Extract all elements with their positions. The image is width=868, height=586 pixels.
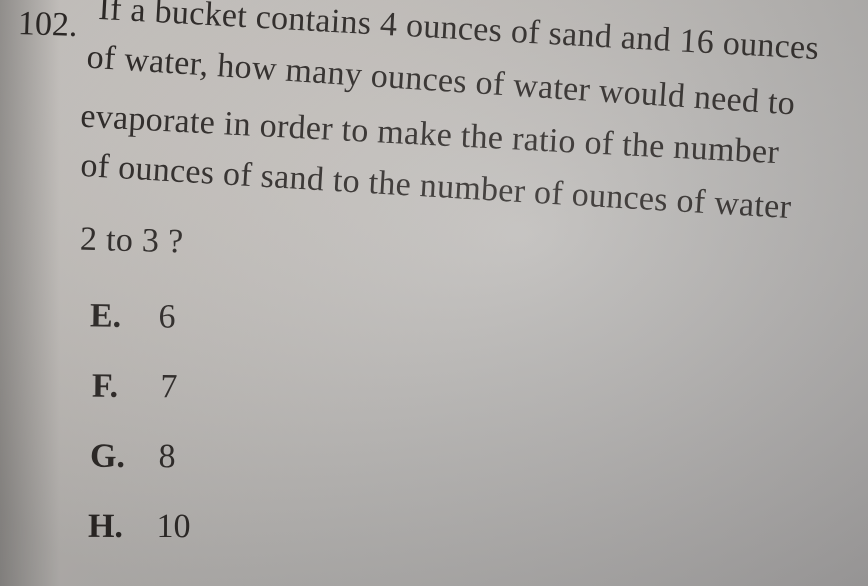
choice-e: E. 6	[90, 297, 176, 336]
choice-letter: E.	[90, 297, 141, 336]
choice-h: H. 10	[88, 508, 191, 546]
choice-f: F. 7	[92, 368, 178, 407]
choice-letter: F.	[92, 368, 142, 406]
choice-value: 10	[156, 508, 190, 546]
scanned-page: 102. If a bucket contains 4 ounces of sa…	[0, 0, 868, 586]
binding-shadow	[0, 0, 60, 586]
choice-letter: G.	[90, 438, 140, 476]
choice-value: 8	[158, 438, 175, 476]
question-number: 102.	[17, 5, 78, 45]
choice-value: 6	[158, 298, 176, 336]
choice-letter: H.	[88, 508, 138, 546]
choice-value: 7	[160, 368, 177, 406]
choice-g: G. 8	[90, 438, 176, 476]
question-line-5: 2 to 3 ?	[80, 221, 184, 262]
